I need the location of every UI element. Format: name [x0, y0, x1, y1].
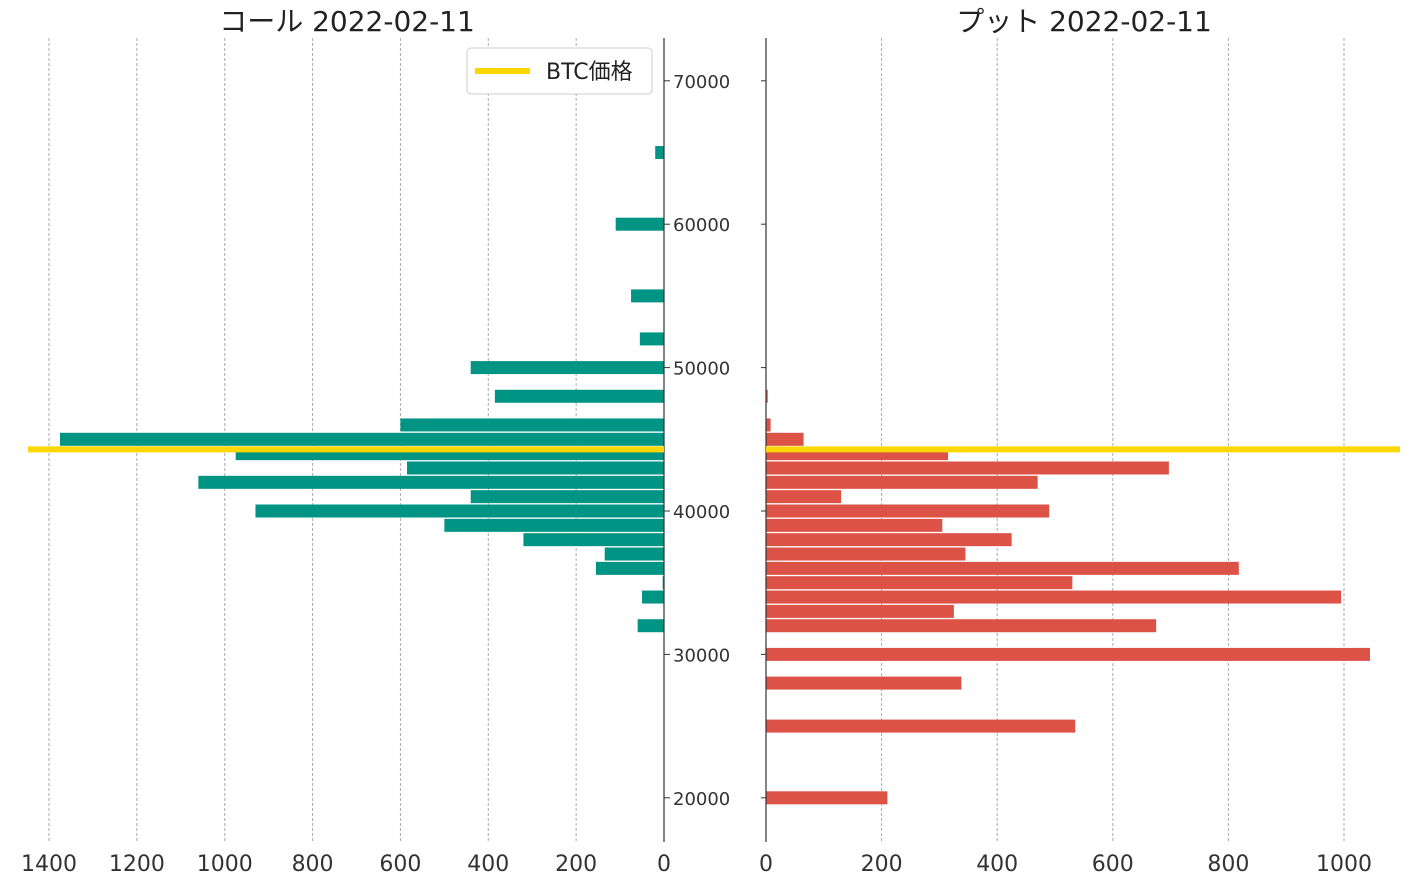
- call-bar: [444, 518, 664, 532]
- put-bar: [766, 389, 768, 403]
- put-bar: [766, 533, 1012, 547]
- put-bar: [766, 619, 1157, 633]
- put-bar: [766, 791, 888, 805]
- put-x-tick-label: 800: [1207, 852, 1249, 877]
- call-bars: [59, 146, 665, 633]
- put-x-tick-label: 1000: [1316, 852, 1372, 877]
- call-bar: [595, 561, 664, 575]
- call-x-tick-label: 200: [555, 852, 597, 877]
- strike-tick-label: 30000: [673, 645, 730, 666]
- put-bar: [766, 676, 962, 690]
- put-chart-title: プット 2022-02-11: [956, 5, 1212, 38]
- put-bar: [766, 604, 954, 618]
- legend: BTC価格: [466, 47, 653, 95]
- call-x-tick-label: 0: [657, 852, 671, 877]
- put-x-tick-label: 0: [759, 852, 773, 877]
- put-bar: [766, 719, 1076, 733]
- strike-tick-label: 20000: [673, 789, 730, 810]
- put-bar: [766, 647, 1371, 661]
- legend-label: BTC価格: [546, 60, 633, 85]
- strike-tick-label: 50000: [673, 359, 730, 380]
- put-bar: [766, 518, 943, 532]
- call-bar: [631, 289, 664, 303]
- put-bar: [766, 418, 771, 432]
- call-bar: [494, 389, 664, 403]
- put-bar: [766, 475, 1038, 489]
- put-bar: [766, 432, 804, 446]
- call-bar: [400, 418, 664, 432]
- put-bar: [766, 504, 1050, 518]
- strike-tick-label: 60000: [673, 215, 730, 236]
- put-bar: [766, 461, 1169, 475]
- call-bar: [637, 619, 664, 633]
- call-x-tick-label: 1000: [197, 852, 253, 877]
- call-x-tick-label: 600: [379, 852, 421, 877]
- put-x-ticks: 0 200 400 600 800 1000: [759, 852, 1372, 877]
- put-bar: [766, 561, 1239, 575]
- strike-tick-label: 70000: [673, 72, 730, 93]
- call-bar: [655, 146, 664, 159]
- call-bar: [523, 533, 664, 547]
- call-bar: [198, 475, 664, 489]
- call-x-tick-label: 1200: [109, 852, 165, 877]
- put-bars: [766, 389, 1371, 805]
- put-bar: [766, 590, 1342, 604]
- legend-box: [466, 47, 653, 95]
- axes: [663, 38, 767, 842]
- call-bar: [470, 490, 664, 504]
- call-chart-title: コール 2022-02-11: [219, 5, 475, 38]
- call-x-tick-label: 800: [292, 852, 334, 877]
- call-bar: [59, 432, 665, 446]
- strike-y-ticks: 20000 30000 40000 50000 60000 70000: [664, 72, 766, 810]
- call-bar: [255, 504, 664, 518]
- call-bar: [470, 361, 664, 375]
- put-x-tick-label: 200: [861, 852, 903, 877]
- call-bar: [407, 461, 664, 475]
- call-x-ticks: 0 200 400 600 800 1000 1200 1400: [21, 852, 671, 877]
- call-bar: [662, 576, 664, 590]
- put-bar: [766, 547, 966, 561]
- call-x-tick-label: 1400: [21, 852, 77, 877]
- put-x-tick-label: 600: [1092, 852, 1134, 877]
- put-bar: [766, 576, 1073, 590]
- put-gridlines: [881, 38, 1345, 842]
- call-bar: [615, 217, 664, 231]
- strike-tick-label: 40000: [673, 502, 730, 523]
- call-bar: [604, 547, 664, 561]
- call-bar: [639, 332, 664, 346]
- put-x-tick-label: 400: [976, 852, 1018, 877]
- put-bar: [766, 490, 842, 504]
- call-bar: [642, 590, 664, 604]
- call-x-tick-label: 400: [467, 852, 509, 877]
